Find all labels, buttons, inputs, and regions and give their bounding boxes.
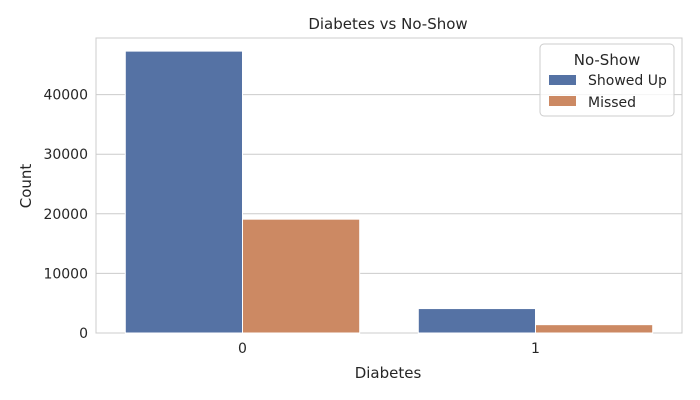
y-tick-label: 0 [79, 326, 88, 342]
legend-swatch-showed-up [549, 75, 576, 85]
y-tick-label: 10000 [43, 266, 88, 282]
bars [124, 50, 654, 334]
y-tick-label: 20000 [43, 207, 88, 223]
legend-title: No-Show [574, 51, 641, 69]
legend-label-showed-up: Showed Up [588, 73, 667, 89]
legend: No-Show Showed Up Missed [539, 43, 675, 117]
x-tick-label: 0 [238, 341, 247, 357]
bar-missed-1 [535, 324, 654, 334]
x-axis-title: Diabetes [355, 364, 422, 382]
bar-missed-0 [242, 218, 361, 334]
x-tick-label: 1 [531, 341, 540, 357]
y-tick-labels: 0 10000 20000 30000 40000 [43, 88, 88, 342]
bar-showed-up-0 [124, 50, 243, 334]
legend-label-missed: Missed [588, 95, 636, 111]
y-axis-title: Count [17, 164, 35, 209]
plot-area [95, 37, 683, 334]
bar-showed-up-1 [417, 308, 536, 334]
legend-swatch-missed [549, 96, 576, 106]
y-tick-label: 30000 [43, 147, 88, 163]
chart-title: Diabetes vs No-Show [308, 15, 467, 33]
y-tick-label: 40000 [43, 88, 88, 104]
